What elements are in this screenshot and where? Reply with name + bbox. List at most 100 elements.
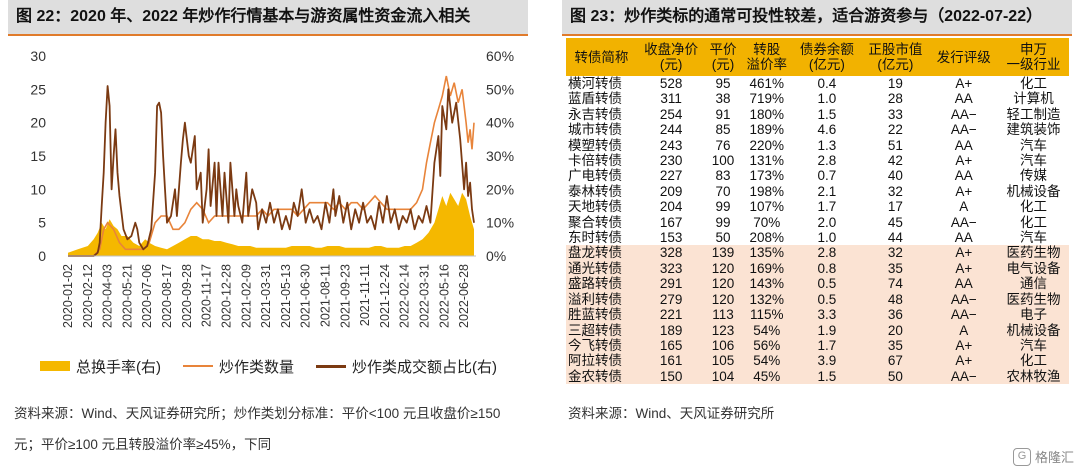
table-cell: 1.7: [792, 199, 862, 215]
table-cell: 120: [705, 260, 741, 277]
right-axis-tick-label: 40%: [486, 115, 514, 131]
table-cell: 0.5: [792, 291, 862, 308]
table-cell: 0.5: [792, 276, 862, 292]
chart-legend: 总换手率(右) 炒作类数量 炒作类成交额占比(右): [40, 355, 520, 377]
table-cell: 135%: [740, 245, 793, 261]
table-cell: 2.0: [792, 214, 862, 231]
table-cell: 金农转债: [566, 368, 637, 385]
table-cell: 208%: [740, 230, 793, 246]
table-row: 永吉转债 254 91 180% 1.5 33 AA− 轻工制造: [566, 106, 1069, 123]
table-cell: 291: [636, 276, 706, 292]
right-axis-tick-label: 60%: [486, 48, 514, 64]
right-title-rule: [562, 34, 1072, 36]
table-cell: 83: [705, 168, 741, 184]
table-cell: 东时转债: [566, 230, 637, 246]
table-cell: 阿拉转债: [566, 353, 637, 369]
table-row: 三超转债 189 123 54% 1.9 20 A 机械设备: [566, 322, 1069, 338]
x-axis-tick-label: 2020-11-17: [200, 264, 214, 327]
table-cell: AA: [929, 230, 999, 246]
table-cell: 三超转债: [566, 322, 637, 338]
table-cell: 99: [705, 214, 741, 231]
x-axis-tick-label: 2020-04-03: [101, 264, 115, 328]
table-cell: AA: [929, 276, 999, 292]
table-cell: 0.8: [792, 260, 862, 277]
table-cell: 48: [861, 291, 930, 308]
bond-table-container: 转债简称 收盘净价 (元) 平价 (元) 转股 溢价率 债券余额 (亿元) 正股市值 (亿元) 发行评…: [566, 38, 1069, 385]
table-cell: 19: [861, 76, 930, 92]
table-cell: 169%: [740, 260, 793, 277]
left-axis-tick-label: 0: [38, 248, 46, 264]
x-axis-tick-label: 2021-05-13: [279, 264, 293, 328]
table-cell: A: [929, 199, 999, 215]
column-header: 收盘净价 (元): [636, 38, 706, 76]
table-cell: 44: [861, 230, 930, 246]
table-cell: 农林牧渔: [998, 368, 1069, 385]
table-cell: 2.1: [792, 183, 862, 200]
table-cell: 254: [636, 106, 706, 123]
left-axis-tick-label: 5: [38, 215, 46, 231]
table-cell: 150: [636, 368, 706, 385]
table-cell: 蓝盾转债: [566, 91, 637, 107]
right-source-note: 资料来源：Wind、天风证券研究所: [568, 406, 775, 421]
x-axis-tick-label: 2022-06-28: [457, 264, 471, 328]
column-header: 正股市值 (亿元): [861, 38, 930, 76]
table-row: 天地转债 204 99 107% 1.7 17 A 化工: [566, 199, 1069, 215]
x-axis-tick-label: 2021-08-11: [318, 264, 332, 327]
table-cell: 132%: [740, 291, 793, 308]
table-cell: 100: [705, 153, 741, 169]
table-row: 聚合转债 167 99 70% 2.0 45 AA− 化工: [566, 214, 1069, 231]
table-cell: 50: [861, 368, 930, 385]
table-cell: 4.6: [792, 122, 862, 138]
table-cell: 汽车: [998, 153, 1069, 169]
x-axis-tick-label: 2021-11-11: [358, 264, 372, 326]
left-source-note: 资料来源：Wind、天风证券研究所；炒作类划分标准：平价<100 元且收盘价≥1…: [14, 406, 501, 452]
table-cell: 38: [705, 91, 741, 107]
x-axis-tick-label: 2020-12-28: [219, 264, 233, 328]
column-header: 平价 (元): [705, 38, 741, 76]
table-row: 横河转债 528 95 461% 0.4 19 A+ 化工: [566, 76, 1069, 92]
table-row: 卡倍转债 230 100 131% 2.8 42 A+ 汽车: [566, 153, 1069, 169]
right-panel-title: 图 23：炒作类标的通常可投性较差，适合游资参与（2022-07-22）: [562, 0, 1072, 34]
column-header: 申万 一级行业: [998, 38, 1069, 76]
table-cell: 105: [705, 353, 741, 369]
table-cell: 32: [861, 245, 930, 261]
table-cell: 113: [705, 307, 741, 323]
table-cell: 泰林转债: [566, 183, 637, 200]
table-cell: 131%: [740, 153, 793, 169]
table-cell: 42: [861, 153, 930, 169]
right-axis-tick-label: 30%: [486, 148, 514, 164]
table-cell: 279: [636, 291, 706, 308]
table-cell: 244: [636, 122, 706, 138]
table-cell: 化工: [998, 353, 1069, 369]
table-cell: 1.0: [792, 230, 862, 246]
table-cell: A+: [929, 260, 999, 277]
table-cell: 化工: [998, 199, 1069, 215]
table-row: 城市转债 244 85 189% 4.6 22 AA− 建筑装饰: [566, 122, 1069, 138]
left-axis-tick-label: 25: [30, 81, 46, 97]
table-cell: 51: [861, 137, 930, 154]
legend-label-turnover: 总换手率(右): [76, 358, 161, 376]
table-cell: 广电转债: [566, 168, 637, 184]
legend-label-count: 炒作类数量: [219, 358, 295, 376]
table-cell: 56%: [740, 337, 793, 354]
right-axis-tick-label: 50%: [486, 81, 514, 97]
table-cell: 85: [705, 122, 741, 138]
table-cell: 189%: [740, 122, 793, 138]
table-row: 盘龙转债 328 139 135% 2.8 32 A+ 医药生物: [566, 245, 1069, 261]
table-cell: 胜蓝转债: [566, 307, 637, 323]
table-cell: A+: [929, 153, 999, 169]
table-cell: 99: [705, 199, 741, 215]
table-cell: 153: [636, 230, 706, 246]
table-cell: 3.9: [792, 353, 862, 369]
table-cell: 143%: [740, 276, 793, 292]
table-cell: 2.8: [792, 245, 862, 261]
column-header: 债券余额 (亿元): [792, 38, 862, 76]
table-cell: 167: [636, 214, 706, 231]
table-row: 溢利转债 279 120 132% 0.5 48 AA− 医药生物: [566, 291, 1069, 308]
legend-label-share: 炒作类成交额占比(右): [352, 358, 498, 376]
table-cell: A+: [929, 353, 999, 369]
table-row: 通光转债 323 120 169% 0.8 35 A+ 电气设备: [566, 260, 1069, 277]
table-row: 泰林转债 209 70 198% 2.1 32 A+ 机械设备: [566, 183, 1069, 200]
table-cell: 卡倍转债: [566, 153, 637, 169]
table-cell: 91: [705, 106, 741, 123]
